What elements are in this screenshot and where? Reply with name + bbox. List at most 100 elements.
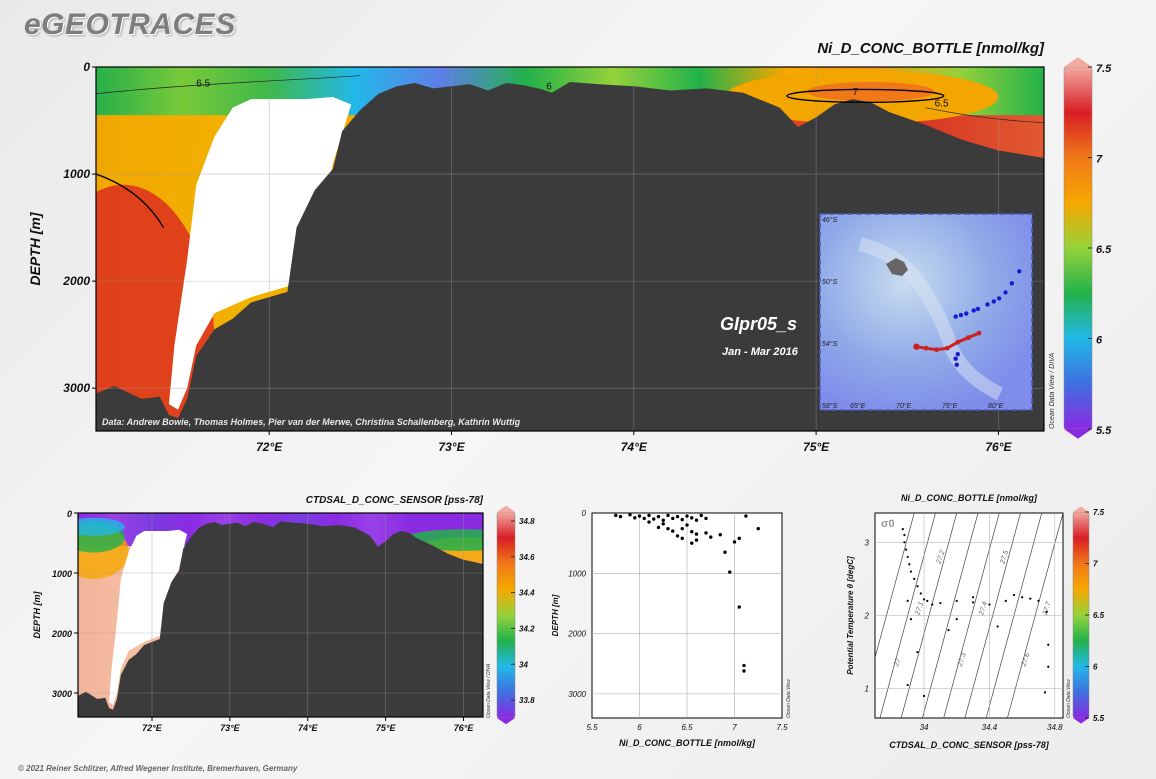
colorbar-tick-label: 5.5 bbox=[1096, 425, 1112, 437]
salinity-colorbar: 34.8 34.6 34.4 34.2 34 33.8 bbox=[496, 505, 535, 725]
x-axis-label: Ni_D_CONC_BOTTLE [nmol/kg] bbox=[619, 738, 756, 748]
data-point bbox=[955, 618, 958, 621]
data-point bbox=[1043, 691, 1047, 694]
data-point bbox=[642, 516, 646, 521]
colorbar-tick-label: 6 bbox=[1096, 335, 1103, 347]
colorbar-body bbox=[1063, 66, 1093, 430]
y-axis-label: Potential Temperature θ [degC] bbox=[846, 556, 855, 675]
station-dot bbox=[955, 352, 960, 357]
data-point bbox=[996, 625, 999, 628]
contour-label: 6 bbox=[546, 81, 552, 92]
data-gap bbox=[109, 529, 188, 705]
y-tick-label: 2000 bbox=[567, 630, 586, 639]
data-point bbox=[1021, 596, 1024, 599]
data-point bbox=[922, 694, 926, 698]
x-tick-label: 7.5 bbox=[776, 723, 788, 732]
data-point bbox=[728, 570, 732, 574]
track-station bbox=[955, 339, 961, 345]
track-station bbox=[944, 345, 950, 351]
side-label: Ocean Data View bbox=[1066, 679, 1072, 718]
ts-plot-area: 27 27.1 27.2 27.3 27.4 27.5 27.6 27.7 bbox=[875, 513, 1063, 718]
lon-tick-label: 70°E bbox=[896, 402, 912, 410]
y-tick-label: 2000 bbox=[51, 629, 72, 639]
station-dot bbox=[1017, 269, 1022, 274]
colorbar-tick-label: 33.8 bbox=[519, 696, 535, 705]
station-dot bbox=[971, 308, 976, 313]
colorbar-top-cap bbox=[1064, 57, 1092, 67]
lat-tick-label: 50°S bbox=[822, 278, 838, 286]
isopycnal-label: 27.1 bbox=[914, 601, 925, 617]
colorbar-tick-label: 5.5 bbox=[1093, 714, 1105, 723]
inset-map: 46°S 50°S 54°S 58°S 65°E 70°E 75°E 80°E bbox=[819, 213, 1033, 411]
data-point bbox=[685, 523, 689, 527]
data-point bbox=[675, 534, 680, 538]
y-tick-label: 3000 bbox=[52, 689, 72, 699]
x-tick-label: 34.8 bbox=[1047, 723, 1063, 732]
data-point bbox=[694, 532, 699, 536]
data-point bbox=[1047, 643, 1050, 646]
data-point bbox=[742, 669, 746, 673]
station-dot bbox=[953, 356, 958, 361]
ts-diagram: 27 27.1 27.2 27.3 27.4 27.5 27.6 27.7 34 34.4 34.8… bbox=[846, 493, 1072, 750]
data-point bbox=[971, 601, 975, 604]
station-dot bbox=[1003, 290, 1008, 295]
data-point bbox=[955, 599, 958, 602]
data-point bbox=[647, 520, 651, 524]
data-point bbox=[690, 516, 694, 520]
station-dot bbox=[996, 296, 1002, 301]
station-dot bbox=[964, 311, 969, 316]
data-point bbox=[699, 513, 703, 518]
colorbar-tick-label: 34 bbox=[519, 660, 528, 669]
data-point bbox=[939, 601, 942, 605]
data-point bbox=[690, 541, 694, 545]
colorbar-tick-label: 7.5 bbox=[1093, 508, 1105, 517]
data-point bbox=[1045, 610, 1048, 613]
colorbar-bottom-cap bbox=[497, 718, 515, 725]
data-point bbox=[675, 514, 680, 519]
data-gap bbox=[168, 96, 352, 410]
data-point bbox=[671, 516, 675, 521]
profile-scatter: 5.5 6 6.5 7 7.5 0 1000 2000 3000 Ni_D_CONC_BOTTLE… bbox=[551, 509, 792, 748]
plot-frame bbox=[95, 66, 1045, 432]
section-plot-salinity_section: 72°E 73°E 74°E 75°E 76°E 0 1000 2000 3000 DEPTH [… bbox=[32, 495, 484, 733]
x-tick-label: 6.5 bbox=[681, 723, 693, 732]
contour-label: 6.5 bbox=[935, 99, 949, 110]
data-point bbox=[694, 538, 699, 542]
x-tick-label: 5.5 bbox=[586, 723, 598, 732]
data-point bbox=[656, 525, 661, 530]
isopycnal-label: 27.2 bbox=[935, 550, 946, 566]
data-point bbox=[971, 596, 975, 599]
data-point bbox=[680, 526, 684, 531]
data-point bbox=[919, 592, 922, 595]
data-point bbox=[931, 603, 934, 606]
x-tick-label: 72°E bbox=[256, 440, 283, 454]
bathymetry bbox=[78, 521, 483, 717]
x-tick-label: 75°E bbox=[803, 440, 830, 454]
main-colorbar: 7.5 7 6.5 6 5.5 bbox=[1063, 57, 1112, 439]
x-tick-label: 75°E bbox=[376, 723, 397, 733]
data-point bbox=[694, 518, 699, 522]
colorbar-tick-label: 7.5 bbox=[1096, 63, 1112, 75]
isopycnal-label: 27 bbox=[893, 657, 903, 669]
sigma-label: σ0 bbox=[881, 518, 895, 530]
y-axis-label: DEPTH [m] bbox=[32, 590, 42, 638]
data-point bbox=[732, 540, 737, 544]
lat-tick-label: 54°S bbox=[822, 340, 838, 348]
y-tick-label: 0 bbox=[67, 509, 72, 519]
colorbar-tick-label: 7 bbox=[1093, 560, 1098, 569]
colorbar-tick-label: 6.5 bbox=[1093, 611, 1105, 620]
data-point bbox=[926, 599, 929, 602]
station-dot bbox=[991, 299, 997, 304]
lon-tick-label: 75°E bbox=[942, 402, 958, 410]
data-point bbox=[906, 599, 909, 602]
data-point bbox=[647, 513, 651, 518]
data-point bbox=[906, 555, 909, 559]
y-tick-label: 3000 bbox=[568, 690, 586, 699]
colorbar-tick-label: 34.2 bbox=[519, 624, 535, 633]
data-point bbox=[901, 528, 904, 531]
x-tick-label: 34.4 bbox=[982, 723, 998, 732]
y-tick-label: 1000 bbox=[568, 569, 586, 578]
cruise-period: Jan - Mar 2016 bbox=[722, 346, 799, 358]
colorbar-tick-label: 34.6 bbox=[519, 553, 535, 562]
